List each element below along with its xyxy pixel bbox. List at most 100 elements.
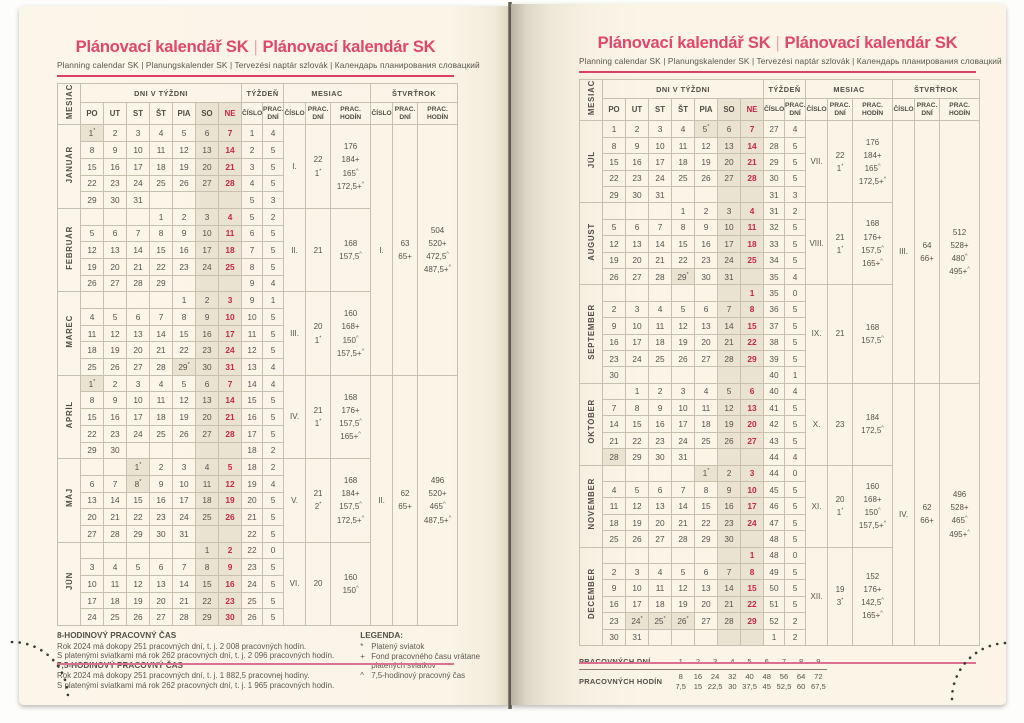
day-cell [127, 292, 150, 309]
day-cell: 10 [718, 219, 741, 235]
month-label: FEBRUÁR [58, 208, 81, 291]
day-cell: 29 [196, 609, 219, 626]
day-cell [127, 208, 150, 225]
day-cell: 30 [219, 609, 242, 626]
day-cell: 3 [219, 292, 242, 309]
week-workdays-cell: 5 [785, 137, 806, 153]
week-number-cell: 29 [764, 154, 785, 170]
month-number-cell: VIII. [806, 203, 828, 285]
day-cell: 22 [695, 514, 718, 530]
day-cell: 17 [127, 158, 150, 175]
day-cell: 23 [104, 425, 127, 442]
day-cell: 31 [127, 192, 150, 209]
day-cell: 12 [81, 242, 104, 259]
day-cell: 4 [150, 125, 173, 142]
legend-item: *Platený sviatok [360, 642, 488, 652]
week-workdays-cell: 0 [263, 542, 284, 559]
day-cell: 25* [649, 613, 672, 629]
day-cell: 29 [626, 449, 649, 465]
day-cell: 24 [626, 350, 649, 366]
week-workdays-cell: 1 [785, 367, 806, 383]
month-hours-cell: 168184+157,5^172,5+^ [331, 459, 371, 542]
day-cell: 26 [81, 275, 104, 292]
day-cell: 26 [104, 359, 127, 376]
week-workdays-cell: 2 [263, 442, 284, 459]
day-cell: 29* [672, 268, 695, 284]
day-cell [603, 465, 626, 481]
day-cell: 9 [173, 225, 196, 242]
day-cell: 14 [603, 416, 626, 432]
day-cell [672, 465, 695, 481]
workhours-row: PRACOVNÝCH HODÍN87,516152422,532304037,5… [579, 669, 827, 692]
day-cell: 14 [741, 137, 764, 153]
day-cell: 20 [104, 258, 127, 275]
day-cell [626, 203, 649, 219]
day-cell: 10 [81, 576, 104, 593]
day-cell: 16 [626, 154, 649, 170]
quarter-number-cell: III. [893, 121, 915, 383]
day-cell: 17 [649, 154, 672, 170]
header-subcol-0: ČÍSLO [242, 103, 263, 125]
day-cell: 19 [672, 596, 695, 612]
week-workdays-cell: 4 [263, 275, 284, 292]
header-subcol-4: PRAC. HODÍN [331, 103, 371, 125]
day-cell: 20 [196, 158, 219, 175]
quarter-hours-cell: 504520+472,5^487,5+^ [418, 125, 458, 375]
week-workdays-cell: 5 [785, 219, 806, 235]
day-cell: 12 [672, 580, 695, 596]
week-number-cell: 39 [764, 350, 785, 366]
day-cell: 29 [127, 525, 150, 542]
day-cell: 4 [603, 482, 626, 498]
day-cell [81, 542, 104, 559]
week-number-cell: 7 [242, 242, 263, 259]
day-cell: 3 [127, 375, 150, 392]
month-hours-cell: 168157,5^ [331, 208, 371, 291]
day-cell [626, 285, 649, 301]
week-number-cell: 48 [764, 547, 785, 563]
footer-notes: 8-HODINOVÝ PRACOVNÝ ČASRok 2024 má dokop… [57, 631, 454, 690]
day-cell: 6 [196, 375, 219, 392]
day-cell: 12 [173, 392, 196, 409]
day-cell: 4 [104, 559, 127, 576]
day-cell: 8 [81, 392, 104, 409]
day-cell: 21 [741, 154, 764, 170]
header-day-št: ŠT [150, 103, 173, 125]
day-cell: 10 [672, 400, 695, 416]
week-number-cell: 46 [764, 498, 785, 514]
day-cell: 14 [718, 580, 741, 596]
week-number-cell: 47 [764, 514, 785, 530]
day-cell: 3 [718, 203, 741, 219]
day-cell: 28 [741, 170, 764, 186]
day-cell: 15 [81, 409, 104, 426]
day-cell: 27 [626, 268, 649, 284]
page-title: Plánovací kalendář SK|Plánovací kalendár… [57, 39, 454, 56]
header-subcol-3: PRAC. DNÍ [828, 99, 853, 121]
day-cell: 15 [196, 576, 219, 593]
week-workdays-cell: 0 [785, 465, 806, 481]
day-cell [741, 449, 764, 465]
week-workdays-cell: 5 [785, 318, 806, 334]
planner-book: Plánovací kalendář SK|Plánovací kalendár… [0, 0, 1024, 723]
header-tyzden: TÝŽDEŇ [764, 80, 806, 99]
day-cell: 11 [741, 219, 764, 235]
month-number-cell: VI. [284, 542, 306, 625]
day-cell: 12 [672, 318, 695, 334]
day-cell: 24 [649, 170, 672, 186]
quarter-hours-cell: 496528+465^495+^ [940, 383, 980, 645]
day-cell: 4 [695, 383, 718, 399]
week-number-cell: 24 [242, 576, 263, 593]
day-cell: 7 [104, 475, 127, 492]
week-workdays-cell: 4 [263, 359, 284, 376]
day-cell: 17 [127, 409, 150, 426]
month-workdays-cell: 211* [306, 375, 331, 458]
legend-text: 7,5-hodinový pracovný čas [371, 671, 465, 681]
day-cell: 19 [81, 258, 104, 275]
day-cell [626, 465, 649, 481]
day-cell: 10 [173, 475, 196, 492]
day-cell: 5* [695, 121, 718, 137]
day-cell [695, 547, 718, 563]
header-subcol-6: PRAC. DNÍ [393, 103, 418, 125]
workhours-values: 87,5 [672, 669, 689, 692]
day-cell: 12 [127, 576, 150, 593]
day-cell: 28 [718, 350, 741, 366]
